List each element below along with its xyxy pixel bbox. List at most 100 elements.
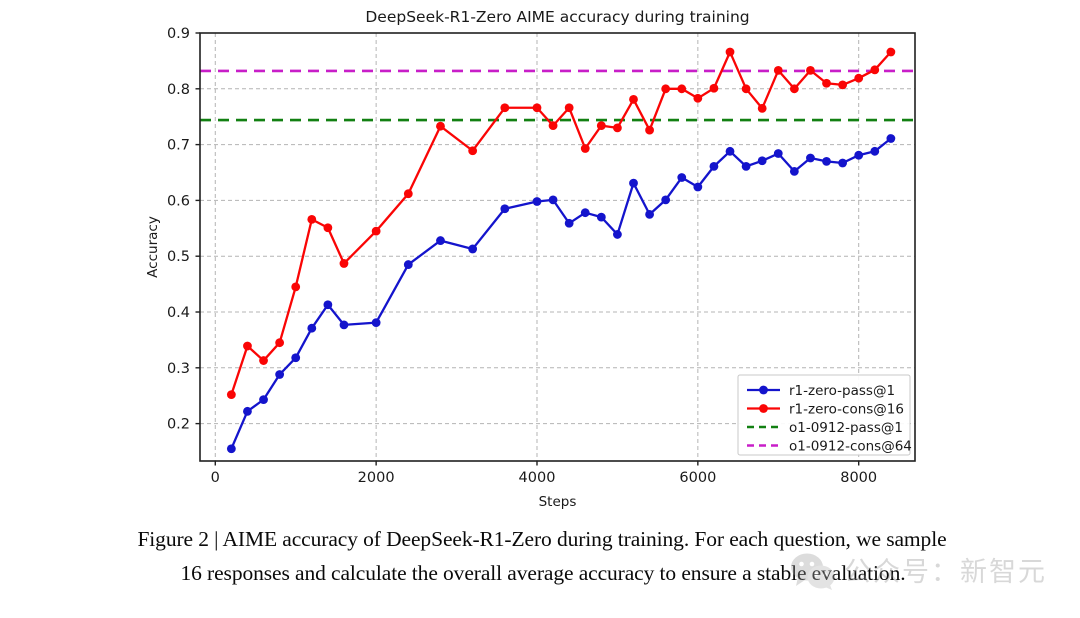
- data-point-r1-zero-cons@16: [339, 259, 349, 268]
- data-point-r1-zero-cons@16: [806, 65, 815, 75]
- figure-caption: Figure 2 | AIME accuracy of DeepSeek-R1-…: [0, 522, 1080, 618]
- data-point-r1-zero-cons@16: [259, 356, 268, 365]
- y-tick-label: 0.9: [167, 26, 190, 42]
- y-tick-label: 0.8: [167, 82, 190, 98]
- data-point-r1-zero-pass@1: [436, 236, 445, 245]
- data-point-r1-zero-pass@1: [741, 161, 751, 171]
- accuracy-line-chart: 0 2000 4000 6000 8000 0.2 0.3 0.4 0.5 0.6 0.7 0.8 0.…: [145, 8, 916, 510]
- data-point-r1-zero-pass@1: [226, 444, 236, 454]
- data-point-r1-zero-cons@16: [500, 103, 510, 113]
- data-point-r1-zero-cons@16: [323, 223, 333, 233]
- data-point-r1-zero-cons@16: [773, 65, 783, 75]
- y-tick-label: 0.6: [167, 193, 190, 209]
- data-point-r1-zero-cons@16: [436, 121, 445, 131]
- data-point-r1-zero-cons@16: [532, 103, 542, 113]
- data-point-r1-zero-pass@1: [275, 370, 285, 379]
- x-tick-label: 6000: [679, 470, 716, 486]
- data-point-r1-zero-cons@16: [854, 73, 864, 83]
- data-point-r1-zero-cons@16: [645, 125, 654, 135]
- legend-label-o1-0912-cons@64: o1-0912-cons@64: [789, 439, 912, 455]
- x-axis-title: Steps: [539, 494, 577, 510]
- data-point-r1-zero-cons@16: [725, 47, 735, 57]
- data-point-r1-zero-cons@16: [886, 47, 896, 57]
- legend-marker-r1-zero-pass@1: [759, 385, 768, 395]
- data-point-r1-zero-cons@16: [870, 65, 880, 75]
- data-point-r1-zero-pass@1: [629, 178, 638, 188]
- data-point-r1-zero-cons@16: [291, 282, 301, 292]
- data-point-r1-zero-cons@16: [275, 338, 285, 348]
- y-tick-label: 0.5: [167, 249, 190, 265]
- caption-line-2: 16 responses and calculate the overall a…: [180, 561, 906, 585]
- data-point-r1-zero-pass@1: [291, 353, 301, 363]
- y-axis-title: Accuracy: [145, 216, 161, 278]
- x-tick-label: 0: [211, 470, 220, 486]
- data-point-r1-zero-cons@16: [822, 78, 831, 88]
- legend-marker-r1-zero-cons@16: [759, 404, 768, 413]
- data-point-r1-zero-cons@16: [789, 84, 799, 94]
- data-point-r1-zero-cons@16: [564, 103, 574, 113]
- data-point-r1-zero-pass@1: [259, 395, 268, 405]
- x-tick-label: 4000: [519, 470, 556, 486]
- legend-label-r1-zero-pass@1: r1-zero-pass@1: [789, 383, 895, 399]
- data-point-r1-zero-cons@16: [307, 214, 317, 224]
- data-point-r1-zero-cons@16: [838, 80, 848, 90]
- legend-label-r1-zero-cons@16: r1-zero-cons@16: [789, 402, 904, 418]
- data-point-r1-zero-pass@1: [709, 161, 719, 171]
- data-point-r1-zero-pass@1: [773, 149, 783, 158]
- caption-line-1: Figure 2 | AIME accuracy of DeepSeek-R1-…: [137, 527, 947, 551]
- data-point-r1-zero-pass@1: [243, 406, 252, 416]
- data-point-r1-zero-cons@16: [709, 83, 719, 93]
- data-point-r1-zero-cons@16: [596, 121, 606, 131]
- data-point-r1-zero-cons@16: [580, 144, 590, 153]
- data-point-r1-zero-pass@1: [661, 195, 671, 205]
- data-point-r1-zero-pass@1: [307, 323, 317, 333]
- data-point-r1-zero-pass@1: [870, 146, 880, 156]
- data-point-r1-zero-cons@16: [371, 226, 381, 236]
- data-point-r1-zero-pass@1: [532, 197, 542, 206]
- data-point-r1-zero-cons@16: [757, 103, 767, 113]
- data-point-r1-zero-cons@16: [677, 84, 687, 94]
- data-point-r1-zero-pass@1: [822, 156, 831, 166]
- chart-area: 0 2000 4000 6000 8000 0.2 0.3 0.4 0.5 0.6 0.7 0.8 0.…: [145, 8, 916, 510]
- data-point-r1-zero-cons@16: [226, 390, 236, 399]
- data-point-r1-zero-pass@1: [757, 156, 767, 166]
- data-point-r1-zero-pass@1: [725, 146, 735, 156]
- data-point-r1-zero-pass@1: [613, 230, 622, 239]
- data-point-r1-zero-pass@1: [854, 150, 864, 160]
- y-tick-label: 0.4: [167, 305, 190, 321]
- x-tick-label: 8000: [840, 470, 877, 486]
- data-point-r1-zero-pass@1: [645, 209, 654, 219]
- data-point-r1-zero-pass@1: [580, 208, 590, 218]
- legend-label-o1-0912-pass@1: o1-0912-pass@1: [789, 420, 903, 436]
- data-point-r1-zero-cons@16: [661, 84, 671, 94]
- y-tick-label: 0.2: [167, 417, 190, 433]
- data-point-r1-zero-cons@16: [548, 121, 558, 131]
- data-point-r1-zero-pass@1: [403, 260, 413, 269]
- plot-frame: [199, 32, 916, 462]
- data-point-r1-zero-cons@16: [243, 341, 252, 351]
- y-tick-label: 0.3: [167, 361, 190, 377]
- data-point-r1-zero-pass@1: [789, 166, 799, 176]
- data-point-r1-zero-pass@1: [806, 153, 815, 163]
- data-point-r1-zero-cons@16: [741, 84, 751, 94]
- plot-title: DeepSeek-R1-Zero AIME accuracy during tr…: [365, 8, 749, 26]
- data-point-r1-zero-pass@1: [323, 300, 333, 310]
- y-tick-label: 0.7: [167, 138, 190, 154]
- data-point-r1-zero-pass@1: [596, 212, 606, 222]
- data-point-r1-zero-pass@1: [677, 173, 687, 182]
- x-tick-label: 2000: [358, 470, 395, 486]
- data-point-r1-zero-cons@16: [468, 146, 478, 156]
- data-point-r1-zero-cons@16: [629, 95, 638, 104]
- data-point-r1-zero-pass@1: [838, 158, 848, 168]
- data-point-r1-zero-pass@1: [339, 320, 349, 330]
- data-point-r1-zero-pass@1: [548, 195, 558, 205]
- data-point-r1-zero-pass@1: [886, 134, 896, 143]
- data-point-r1-zero-cons@16: [613, 123, 622, 133]
- data-point-r1-zero-pass@1: [564, 218, 574, 228]
- data-point-r1-zero-pass@1: [693, 182, 703, 192]
- data-point-r1-zero-cons@16: [403, 189, 413, 199]
- data-point-r1-zero-pass@1: [371, 318, 381, 328]
- data-point-r1-zero-pass@1: [500, 204, 510, 214]
- data-point-r1-zero-cons@16: [693, 93, 703, 103]
